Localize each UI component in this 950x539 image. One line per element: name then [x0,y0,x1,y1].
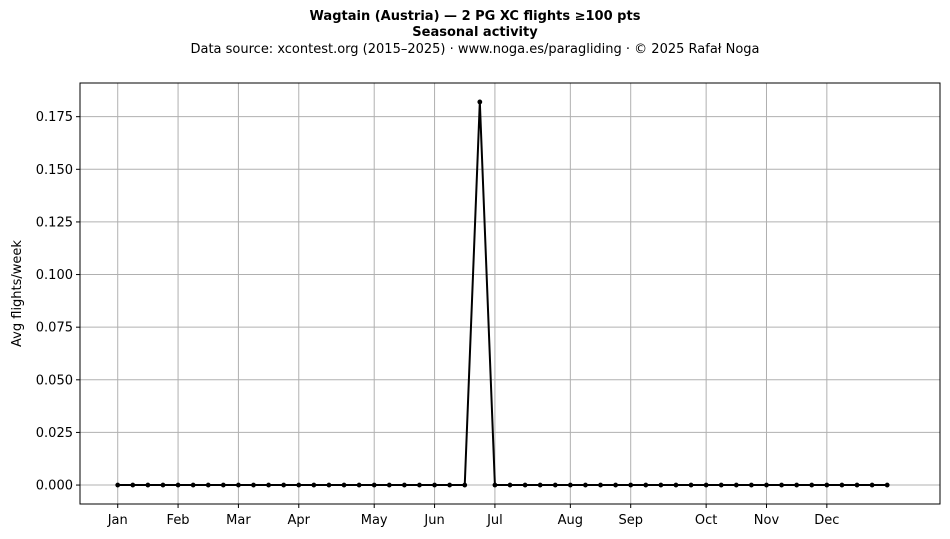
data-point [794,482,800,488]
data-point [598,482,603,488]
y-tick-label: 0.025 [36,426,73,441]
data-point [371,482,377,488]
plot-frame [79,82,941,505]
data-point [567,482,573,488]
x-tick-label: Jan [107,513,128,528]
data-point [537,482,543,488]
data-point [764,482,769,488]
data-point [869,482,875,488]
series-line [117,100,888,487]
data-point [552,482,558,488]
y-tick-label: 0.150 [36,163,73,178]
data-point [417,482,422,488]
data-point [130,482,136,488]
y-axis-label: Avg flights/week [10,240,25,347]
data-point [718,482,724,488]
x-tick-label: Aug [558,513,583,528]
chart-titles: Wagtain (Austria) — 2 PG XC flights ≥100… [0,9,950,58]
y-tick-label: 0.100 [36,268,73,283]
data-point [341,482,347,488]
data-point [160,482,166,488]
data-point [628,482,634,488]
data-point [251,482,256,488]
data-point [356,482,362,488]
data-point [854,482,860,488]
chart-source-line: Data source: xcontest.org (2015–2025) · … [190,42,760,57]
data-point [884,482,890,488]
x-tick-label: Sep [618,513,643,528]
data-point [266,482,271,488]
x-tick-label: Apr [288,513,311,528]
data-point [281,482,287,488]
x-tick-label: Jun [423,513,444,528]
data-point [386,482,392,488]
data-point [733,482,739,488]
data-point [749,482,754,488]
y-tick-label: 0.125 [36,215,73,230]
data-point [311,482,317,488]
y-axis: 0.000 0.025 0.050 0.075 0.100 0.125 0.150 0.175 [36,110,80,494]
data-point [809,482,815,488]
data-point [839,482,845,488]
data-point [145,482,151,488]
data-point [326,482,332,488]
y-tick-label: 0.175 [36,110,73,125]
data-point [583,482,588,488]
y-tick-label: 0.000 [36,479,73,494]
data-point [175,482,181,488]
x-tick-label: Dec [814,513,839,528]
data-point [779,482,784,488]
x-axis: Jan Feb Mar Apr May Jun Jul Aug Sep Oct Nov Dec [107,504,839,528]
data-point [447,482,453,488]
data-point [658,482,664,488]
data-point [190,482,196,488]
data-point [703,482,709,488]
grid [80,83,940,504]
data-point [115,482,121,488]
data-point [205,482,211,488]
chart-title: Wagtain (Austria) — 2 PG XC flights ≥100… [309,9,641,24]
series [115,99,890,488]
x-tick-label: Nov [754,513,780,528]
data-point [462,482,468,488]
chart-subtitle: Seasonal activity [412,25,538,40]
data-point [401,482,407,488]
data-point [688,482,694,488]
x-tick-label: May [361,513,388,528]
x-tick-label: Jul [486,513,503,528]
data-point [220,482,226,488]
data-point [824,482,830,488]
data-point [492,482,498,488]
x-tick-label: Oct [695,513,717,528]
data-point [432,482,437,488]
data-point [643,482,649,488]
data-point [613,482,619,488]
data-point [236,482,241,488]
data-point [673,482,679,488]
data-point [507,482,513,488]
data-point [522,482,528,488]
y-tick-label: 0.075 [36,321,73,336]
x-tick-label: Feb [167,513,190,528]
y-tick-label: 0.050 [36,373,73,388]
data-point [477,99,483,105]
x-tick-label: Mar [226,513,251,528]
data-point [296,482,302,488]
